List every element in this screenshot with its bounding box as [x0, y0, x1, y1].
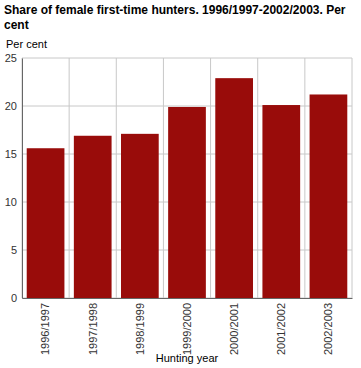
- grid-line-x: [304, 58, 305, 298]
- grid-line-x: [352, 58, 353, 298]
- x-tick: 2000/2001: [228, 298, 240, 355]
- bar: [215, 78, 253, 298]
- bar: [27, 148, 65, 298]
- y-tick: 25: [5, 52, 22, 64]
- y-tick: 15: [5, 148, 22, 160]
- bar: [74, 136, 112, 298]
- y-tick: 0: [11, 292, 22, 304]
- x-axis-title: Hunting year: [156, 352, 219, 364]
- y-axis-title: Per cent: [6, 38, 47, 50]
- grid-line-x: [69, 58, 70, 298]
- bars: [27, 78, 348, 298]
- grid-line-y: [22, 106, 352, 107]
- bar: [310, 94, 348, 298]
- x-axis: 1996/1997 1997/1998 1998/1999 1999/2000 2000…: [23, 298, 353, 355]
- y-axis: 0 5 10 15 20 25: [5, 52, 23, 304]
- x-tick-label: 2002/2003: [322, 303, 334, 355]
- x-tick: 1996/1997: [39, 298, 51, 355]
- x-axis-line: [23, 298, 353, 299]
- plot: 05101520251996/19971997/19981998/1999199…: [5, 52, 353, 355]
- x-tick-label: 2001/2002: [275, 303, 287, 355]
- grid-line-x: [22, 58, 23, 298]
- x-tick: 1999/2000: [181, 298, 193, 355]
- x-tick: 1998/1999: [134, 298, 146, 355]
- y-tick-label: 25: [5, 52, 17, 64]
- y-axis-line: [22, 59, 23, 299]
- x-tick-label: 1998/1999: [134, 303, 146, 355]
- x-tick-label: 2000/2001: [228, 303, 240, 355]
- grid-line-x: [257, 58, 258, 298]
- x-tick: 2001/2002: [275, 298, 287, 355]
- grid-line-x: [210, 58, 211, 298]
- title: Share of female first-time hunters. 1996…: [4, 3, 346, 32]
- x-tick: 1997/1998: [87, 298, 99, 355]
- bar: [168, 107, 206, 298]
- x-tick-label: 1999/2000: [181, 303, 193, 355]
- x-tick: 2002/2003: [322, 298, 334, 355]
- y-tick: 5: [11, 244, 22, 256]
- bar: [262, 105, 300, 298]
- y-tick-label: 20: [5, 100, 17, 112]
- grid-line-y: [22, 58, 352, 59]
- y-tick-label: 5: [11, 244, 17, 256]
- y-tick-label: 15: [5, 148, 17, 160]
- y-tick: 20: [5, 100, 22, 112]
- chart: Share of female first-time hunters. 1996…: [0, 0, 361, 368]
- y-tick: 10: [5, 196, 22, 208]
- bar: [121, 134, 159, 298]
- x-tick-label: 1996/1997: [39, 303, 51, 355]
- grid-line-x: [116, 58, 117, 298]
- grid-line-x: [163, 58, 164, 298]
- grid: [22, 58, 352, 298]
- y-tick-label: 0: [11, 292, 17, 304]
- x-tick-label: 1997/1998: [87, 303, 99, 355]
- y-tick-label: 10: [5, 196, 17, 208]
